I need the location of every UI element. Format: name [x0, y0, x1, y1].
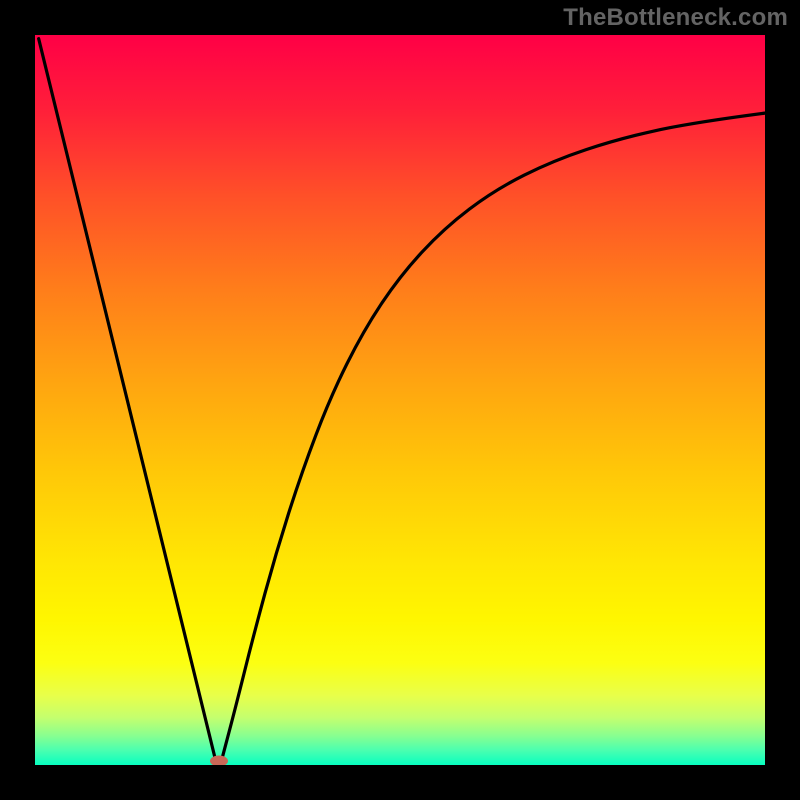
chart-outer: TheBottleneck.com	[0, 0, 800, 800]
optimal-point-marker	[210, 755, 228, 765]
watermark-text: TheBottleneck.com	[563, 4, 788, 32]
bottleneck-curve	[35, 35, 765, 765]
plot-area	[35, 35, 765, 765]
